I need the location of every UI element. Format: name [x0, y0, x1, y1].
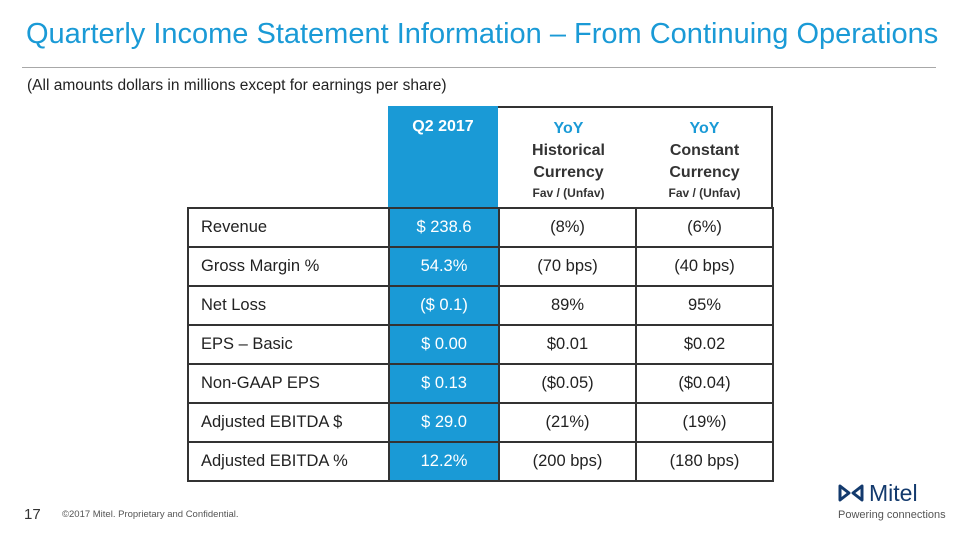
constant-value: (19%)	[635, 402, 774, 443]
row-label: Net Loss	[187, 285, 390, 326]
q2-header-background	[388, 106, 498, 207]
brand-tagline: Powering connections	[838, 509, 946, 521]
table-row: Adjusted EBITDA % 12.2% (200 bps) (180 b…	[187, 441, 774, 482]
page-number: 17	[24, 506, 41, 523]
table-row: Gross Margin % 54.3% (70 bps) (40 bps)	[187, 246, 774, 287]
header-q2: Q2 2017	[412, 118, 474, 135]
header-hist-line1: YoY	[553, 120, 584, 137]
q2-value: 12.2%	[388, 441, 500, 482]
income-statement-table: Revenue $ 238.6 (8%) (6%) Gross Margin %…	[187, 207, 774, 482]
constant-value: ($0.04)	[635, 363, 774, 404]
title-divider	[22, 67, 936, 68]
header-hist-line2: Historical	[532, 142, 605, 159]
header-hist-line3: Currency	[533, 164, 604, 181]
constant-value: 95%	[635, 285, 774, 326]
constant-value: (40 bps)	[635, 246, 774, 287]
header-const-line2: Constant	[669, 142, 740, 159]
header-yoy-constant: YoY Constant Currency Fav / (Unfav)	[636, 118, 773, 202]
q2-value: $ 0.00	[388, 324, 500, 365]
historical-value: (200 bps)	[498, 441, 637, 482]
table-row: EPS – Basic $ 0.00 $0.01 $0.02	[187, 324, 774, 365]
table-row: Net Loss ($ 0.1) 89% 95%	[187, 285, 774, 326]
row-label: Non-GAAP EPS	[187, 363, 390, 404]
row-label: EPS – Basic	[187, 324, 390, 365]
footer-copyright: ©2017 Mitel. Proprietary and Confidentia…	[62, 509, 239, 520]
constant-value: (180 bps)	[635, 441, 774, 482]
table-row: Adjusted EBITDA $ $ 29.0 (21%) (19%)	[187, 402, 774, 443]
row-label: Adjusted EBITDA %	[187, 441, 390, 482]
header-hist-line4: Fav / (Unfav)	[532, 186, 605, 200]
row-label: Gross Margin %	[187, 246, 390, 287]
historical-value: (70 bps)	[498, 246, 637, 287]
table-row: Non-GAAP EPS $ 0.13 ($0.05) ($0.04)	[187, 363, 774, 404]
q2-value: 54.3%	[388, 246, 500, 287]
q2-value: $ 238.6	[388, 207, 500, 248]
header-const-line1: YoY	[689, 120, 720, 137]
table-row: Revenue $ 238.6 (8%) (6%)	[187, 207, 774, 248]
mitel-logo-icon	[838, 484, 864, 502]
brand-logo: Mitel Powering connections	[838, 480, 946, 521]
header-const-line4: Fav / (Unfav)	[668, 186, 741, 200]
brand-name: Mitel	[869, 480, 918, 506]
q2-value: ($ 0.1)	[388, 285, 500, 326]
constant-value: $0.02	[635, 324, 774, 365]
constant-value: (6%)	[635, 207, 774, 248]
historical-value: (21%)	[498, 402, 637, 443]
row-label: Adjusted EBITDA $	[187, 402, 390, 443]
page-title: Quarterly Income Statement Information –…	[26, 18, 939, 50]
subtitle-note: (All amounts dollars in millions except …	[27, 77, 447, 94]
row-label: Revenue	[187, 207, 390, 248]
header-yoy-historical: YoY Historical Currency Fav / (Unfav)	[500, 118, 637, 202]
historical-value: (8%)	[498, 207, 637, 248]
q2-value: $ 29.0	[388, 402, 500, 443]
header-const-line3: Currency	[669, 164, 740, 181]
historical-value: $0.01	[498, 324, 637, 365]
historical-value: 89%	[498, 285, 637, 326]
q2-value: $ 0.13	[388, 363, 500, 404]
header-border	[498, 106, 773, 207]
historical-value: ($0.05)	[498, 363, 637, 404]
